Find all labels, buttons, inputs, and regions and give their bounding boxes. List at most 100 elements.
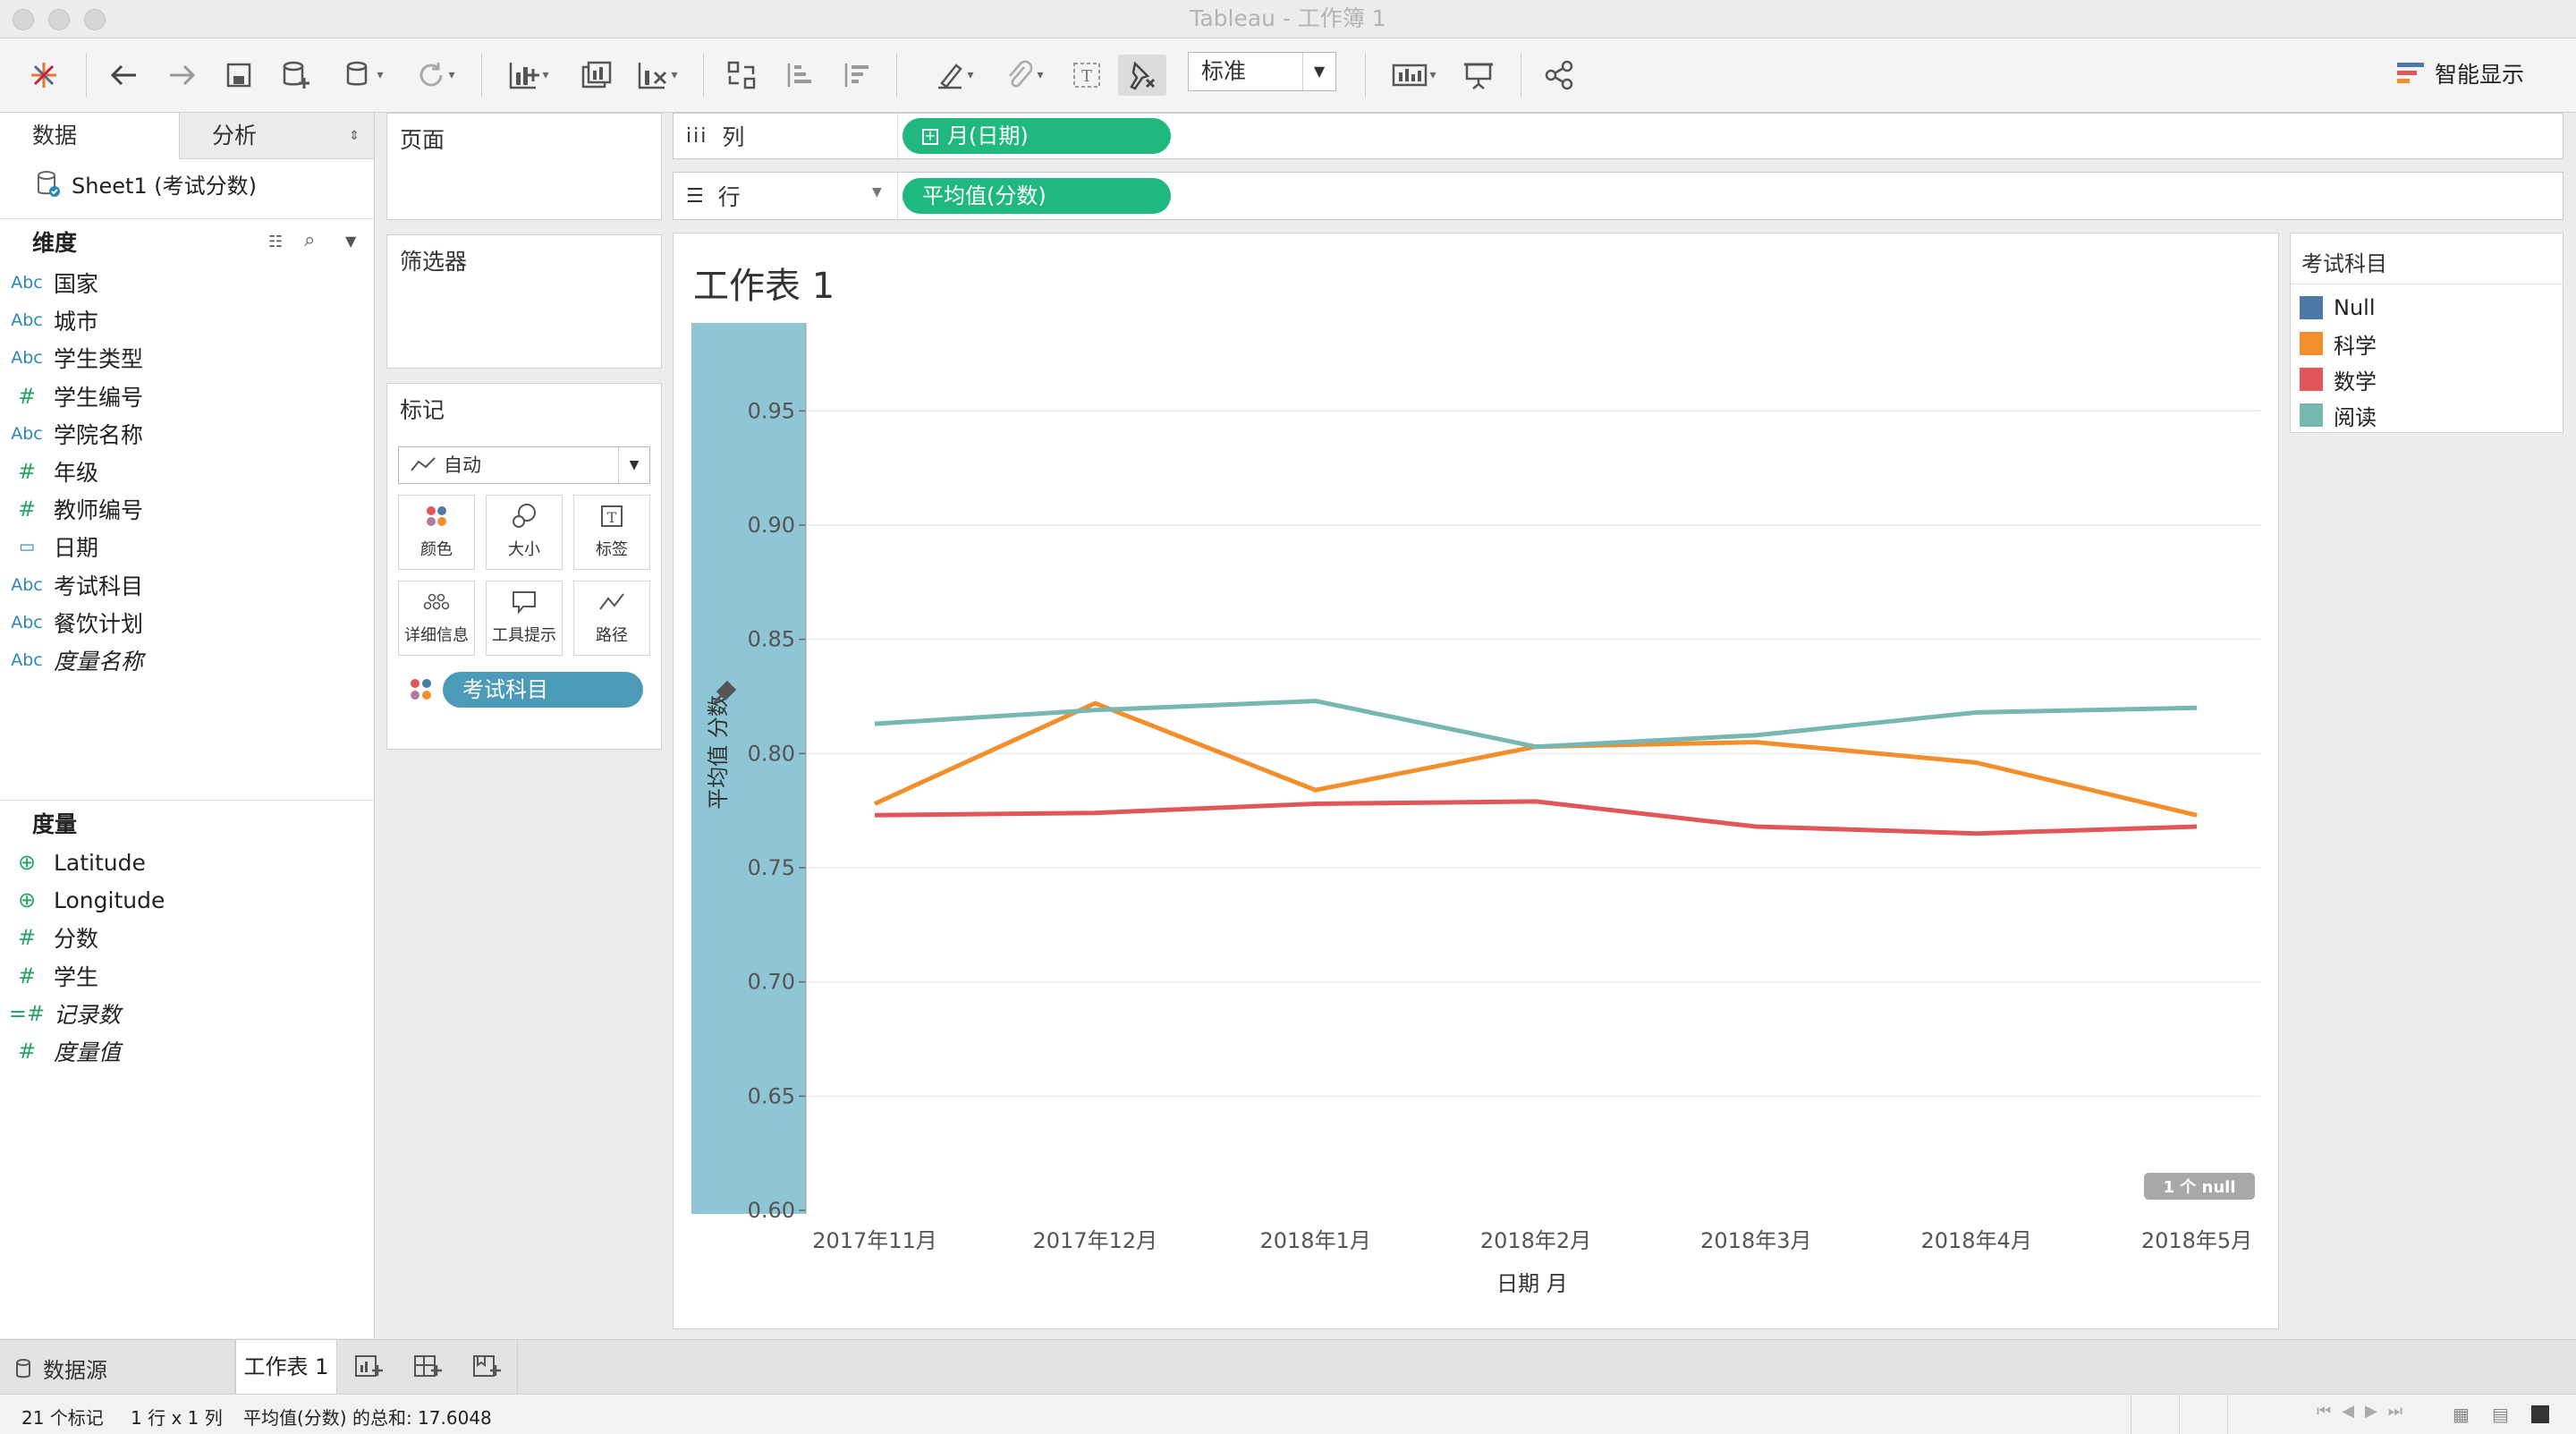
- columns-shelf[interactable]: iii 列 + 月(日期): [673, 113, 2563, 159]
- tableau-logo-icon[interactable]: [23, 55, 64, 96]
- sheet-title[interactable]: 工作表 1: [693, 266, 835, 307]
- minimize-window-button[interactable]: [48, 9, 70, 30]
- field-item[interactable]: Abc 学院名称: [0, 416, 143, 452]
- new-worksheet-tab-icon[interactable]: [354, 1353, 383, 1383]
- field-item[interactable]: # 学生: [0, 958, 98, 994]
- field-item[interactable]: Abc 国家: [0, 265, 98, 301]
- marks-card: 标记 自动 ▼ 颜色 大小 T 标签 详细信息 工具提示 路径 考试科目: [386, 383, 662, 750]
- field-item[interactable]: =# 记录数: [0, 996, 121, 1031]
- sheet-tab-bar: 数据源 工作表 1: [0, 1339, 2576, 1394]
- field-item[interactable]: # 年级: [0, 454, 98, 489]
- color-dots-icon: [411, 679, 434, 702]
- tabs-view-icon[interactable]: [2531, 1405, 2549, 1423]
- sheet-navigation-icon[interactable]: ⏮◀▶⏭: [2317, 1402, 2414, 1421]
- pause-updates-icon[interactable]: ▾: [333, 55, 395, 96]
- mark-button-label: 颜色: [420, 540, 453, 559]
- clear-sheet-icon[interactable]: ▾: [626, 55, 689, 96]
- legend-item[interactable]: 数学: [2300, 362, 2377, 396]
- mark-type-dropdown[interactable]: 自动 ▼: [398, 446, 650, 484]
- sort-ascending-icon[interactable]: [778, 55, 819, 96]
- x-tick-label: 2018年3月: [1700, 1228, 1811, 1253]
- columns-pill[interactable]: + 月(日期): [902, 118, 1171, 154]
- fit-dropdown[interactable]: 标准 ▼: [1188, 52, 1336, 91]
- color-field-pill[interactable]: 考试科目: [443, 672, 643, 708]
- rows-shelf[interactable]: ☰ 行 ▼ 平均值(分数): [673, 172, 2563, 220]
- new-dashboard-tab-icon[interactable]: [413, 1353, 442, 1383]
- field-item[interactable]: # 教师编号: [0, 491, 143, 527]
- y-tick-label: 0.95: [748, 398, 795, 423]
- view-card: 工作表 1 0.60 0.65 0.70 0.75 0.80 0.85 0.90 0.95 20…: [673, 233, 2279, 1329]
- size-button[interactable]: 大小: [486, 495, 563, 570]
- tooltip-button[interactable]: 工具提示: [486, 581, 563, 656]
- fix-axes-icon[interactable]: [1118, 55, 1166, 96]
- path-button[interactable]: 路径: [573, 581, 650, 656]
- search-icon[interactable]: ⌕: [304, 229, 316, 251]
- dimensions-menu-chevron-icon[interactable]: ▼: [345, 233, 357, 250]
- label-button[interactable]: T 标签: [573, 495, 650, 570]
- status-sum: 平均值(分数) 的总和: 17.6048: [243, 1407, 492, 1429]
- legend-item[interactable]: Null: [2300, 291, 2376, 325]
- legend-item[interactable]: 科学: [2300, 327, 2377, 361]
- tab-data[interactable]: 数据: [0, 113, 179, 159]
- svg-text:T: T: [1081, 67, 1092, 86]
- back-arrow-icon[interactable]: [104, 55, 145, 96]
- field-name: 餐饮计划: [54, 610, 144, 637]
- field-item[interactable]: # 度量值: [0, 1033, 121, 1069]
- field-item[interactable]: ⊕ Latitude: [0, 844, 146, 880]
- field-item[interactable]: ⊕ Longitude: [0, 882, 165, 918]
- legend-label: 数学: [2334, 369, 2377, 395]
- filmstrip-view-icon[interactable]: ▤: [2492, 1404, 2509, 1425]
- grid-view-icon[interactable]: ▦: [2453, 1404, 2470, 1425]
- save-icon[interactable]: [218, 55, 259, 96]
- field-item[interactable]: Abc 度量名称: [0, 642, 143, 678]
- field-item[interactable]: Abc 餐饮计划: [0, 605, 143, 641]
- color-button[interactable]: 颜色: [398, 495, 475, 570]
- group-paperclip-icon[interactable]: ▾: [993, 55, 1055, 96]
- new-datasource-icon[interactable]: [275, 55, 317, 96]
- globe-type-icon: ⊕: [17, 850, 37, 875]
- rows-pill[interactable]: 平均值(分数): [902, 178, 1171, 214]
- chevron-down-icon[interactable]: ▼: [872, 185, 882, 199]
- tab-sheet1[interactable]: 工作表 1: [236, 1340, 337, 1394]
- zoom-window-button[interactable]: [84, 9, 106, 30]
- field-name: 学生编号: [54, 384, 144, 411]
- y-tick-label: 0.65: [748, 1083, 795, 1108]
- duplicate-sheet-icon[interactable]: [576, 55, 617, 96]
- datasource-item[interactable]: Sheet1 (考试分数): [36, 168, 257, 199]
- show-labels-icon[interactable]: T: [1066, 55, 1107, 96]
- detail-button[interactable]: 详细信息: [398, 581, 475, 656]
- refresh-icon[interactable]: ▾: [404, 55, 467, 96]
- swap-rows-columns-icon[interactable]: [721, 55, 762, 96]
- legend-item[interactable]: 阅读: [2300, 398, 2377, 432]
- pages-card[interactable]: 页面: [386, 113, 662, 220]
- field-item[interactable]: # 分数: [0, 920, 98, 955]
- tab-datasource[interactable]: 数据源: [14, 1353, 107, 1384]
- show-mark-labels-icon[interactable]: ▾: [1383, 55, 1445, 96]
- mark-type-value: 自动: [444, 454, 481, 476]
- show-me-button[interactable]: 智能显示: [2397, 55, 2524, 91]
- presentation-mode-icon[interactable]: [1458, 55, 1499, 96]
- sort-descending-icon[interactable]: [835, 55, 877, 96]
- legend-swatch: [2300, 368, 2323, 391]
- legend-label: 科学: [2334, 333, 2377, 359]
- new-story-tab-icon[interactable]: [472, 1353, 501, 1383]
- share-icon[interactable]: [1538, 55, 1580, 96]
- field-item[interactable]: # 学生编号: [0, 378, 143, 414]
- number-type-icon: #: [17, 496, 37, 522]
- field-item[interactable]: ▭ 日期: [0, 529, 98, 564]
- field-item[interactable]: Abc 考试科目: [0, 567, 143, 603]
- view-list-icon[interactable]: ☷: [268, 233, 284, 251]
- highlight-pen-icon[interactable]: ▾: [923, 55, 986, 96]
- field-name: 记录数: [54, 1001, 122, 1028]
- field-item[interactable]: Abc 学生类型: [0, 340, 143, 376]
- sort-arrows-icon: ⇕: [349, 129, 360, 143]
- mark-button-label: 大小: [508, 540, 540, 559]
- forward-arrow-icon[interactable]: [161, 55, 202, 96]
- new-worksheet-icon[interactable]: ▾: [497, 55, 560, 96]
- field-item[interactable]: Abc 城市: [0, 302, 98, 338]
- filters-card[interactable]: 筛选器: [386, 234, 662, 369]
- mark-button-label: 路径: [596, 626, 628, 645]
- tab-analysis[interactable]: 分析 ⇕: [179, 113, 374, 159]
- close-window-button[interactable]: [13, 9, 34, 30]
- string-type-icon: Abc: [11, 574, 43, 595]
